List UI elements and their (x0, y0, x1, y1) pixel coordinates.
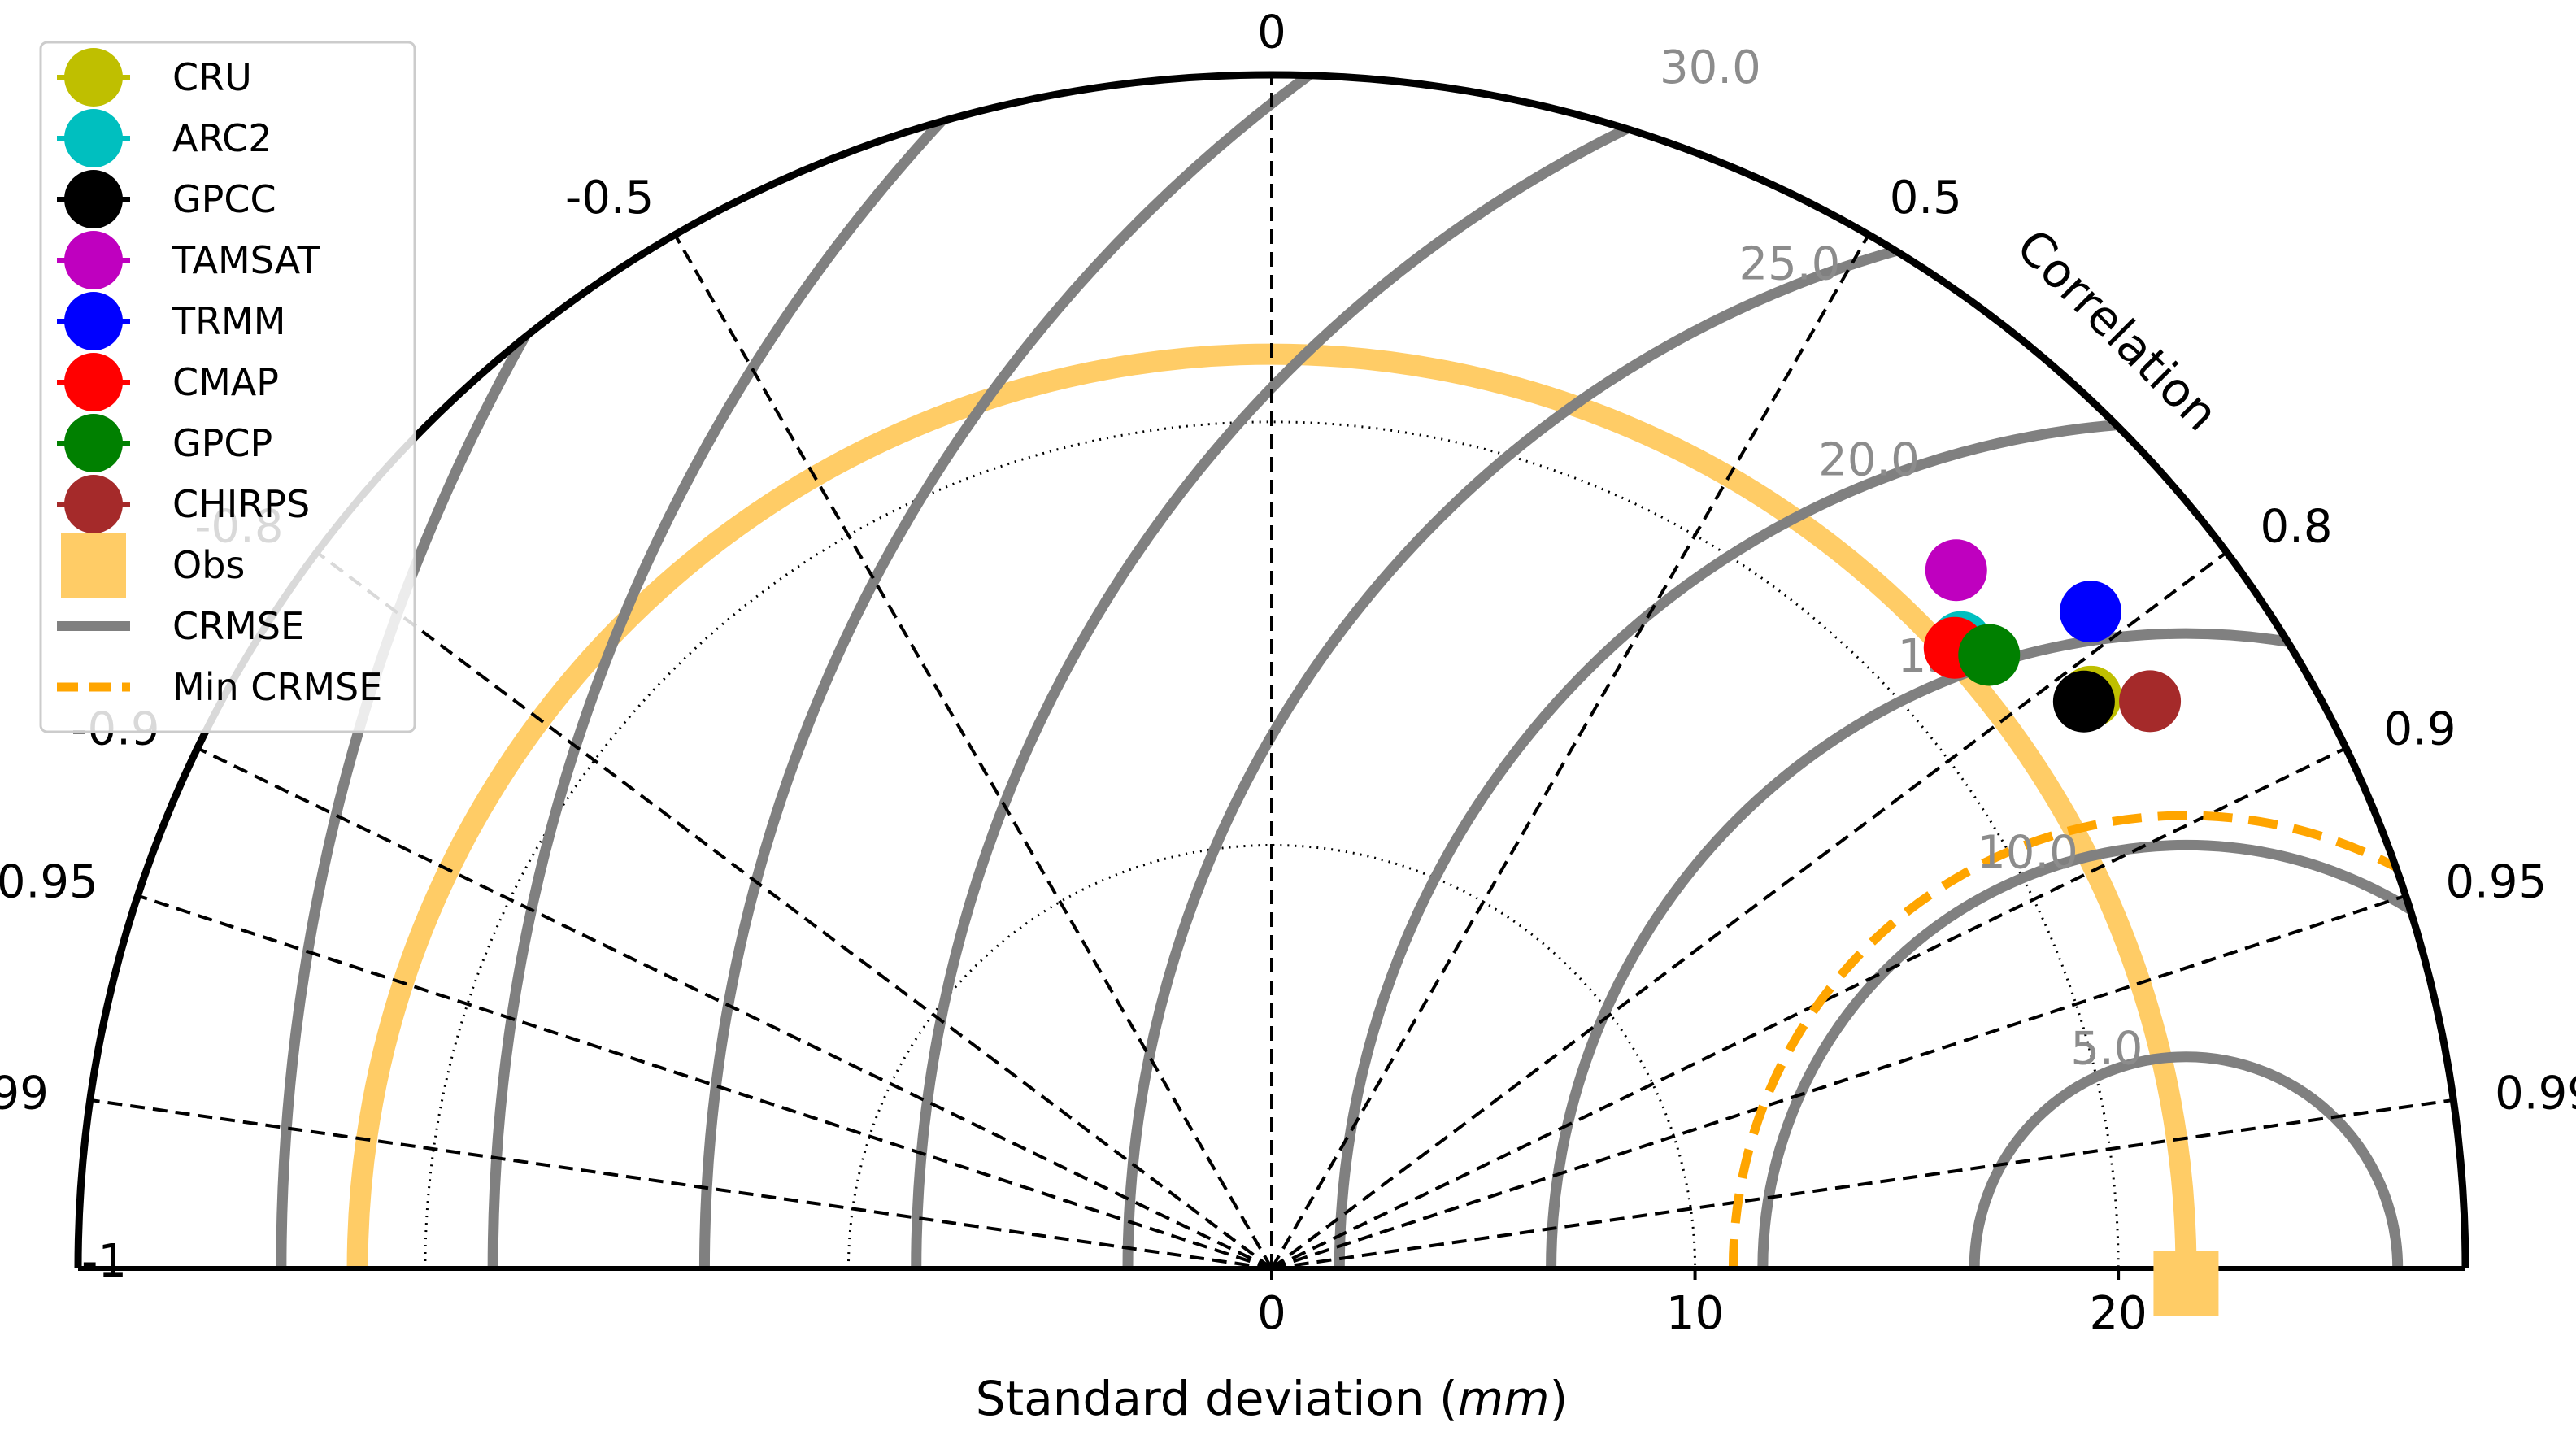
crmse-label: 30.0 (1660, 41, 1761, 94)
legend-marker (64, 109, 123, 167)
legend-marker (64, 353, 123, 411)
std-tick-label: 10 (1666, 1287, 1724, 1340)
crmse-label: 20.0 (1818, 434, 1920, 487)
correlation-axis-title: Correlation (2006, 219, 2229, 442)
corr-tick-label: 0.5 (1890, 172, 1962, 224)
corr-tick-label: 0 (1257, 7, 1286, 59)
std-tick-label: 0 (1257, 1287, 1286, 1340)
legend: CRU ARC2 GPCC TAMSAT TRMM CMAP GPCP CHIRPS Obs CR… (39, 41, 416, 733)
std-tick-label: 20 (2090, 1287, 2147, 1340)
std-tick-labels: 0 10 20 (1257, 1268, 2147, 1340)
legend-marker (64, 48, 123, 107)
corr-spoke--0.95 (137, 894, 1273, 1270)
legend-label: CHIRPS (172, 482, 310, 526)
corr-spoke-0.9 (1271, 746, 2348, 1270)
legend-label: CMAP (172, 360, 279, 404)
corr-spoke--0.99 (89, 1098, 1273, 1270)
corr-spoke-0.8 (1270, 550, 2228, 1270)
crmse-contour-35 (704, 0, 2576, 1268)
legend-label: GPCC (172, 177, 276, 221)
corr-tick-label: 0.9 (2383, 703, 2456, 756)
corr-spoke--0.5 (673, 233, 1273, 1270)
crmse-contour-15 (1546, 628, 2465, 1268)
obs-marker (2153, 1251, 2219, 1316)
legend-marker (64, 231, 123, 289)
legend-marker (61, 533, 126, 598)
legend-label: TAMSAT (172, 238, 321, 282)
legend-label: Obs (172, 543, 245, 587)
corr-spoke-0.95 (1271, 894, 2407, 1270)
crmse-label: 10.0 (1977, 826, 2078, 879)
legend-label: Min CRMSE (172, 665, 382, 709)
legend-marker (64, 414, 123, 472)
crmse-contour-30 (911, 75, 2465, 1268)
legend-label: CRMSE (172, 604, 304, 648)
point-trmm (2059, 581, 2121, 643)
legend-box (39, 41, 416, 733)
correlation-spokes (89, 75, 2454, 1270)
legend-label: ARC2 (172, 116, 272, 160)
legend-label: GPCP (172, 421, 272, 465)
corr-tick-label: -0.99 (0, 1068, 49, 1120)
legend-label: TRMM (172, 299, 285, 343)
data-points (1923, 539, 2219, 1316)
point-tamsat (1925, 539, 1987, 602)
corr-spoke-0.99 (1271, 1098, 2454, 1270)
corr-spoke--0.8 (315, 550, 1273, 1270)
corr-spoke--0.9 (196, 746, 1273, 1270)
corr-tick-label: -1 (81, 1235, 127, 1288)
corr-tick-label: 0.95 (2445, 856, 2547, 909)
corr-tick-label: -0.95 (0, 856, 98, 909)
legend-marker (64, 475, 123, 533)
point-gpcc (2052, 670, 2115, 733)
point-chirps (2119, 670, 2182, 733)
x-axis-title: Standard deviation (mm) (976, 1371, 1569, 1426)
legend-marker (64, 170, 123, 228)
corr-tick-label: -0.5 (565, 172, 654, 224)
crmse-label: 25.0 (1739, 237, 1841, 290)
corr-tick-label: 0.8 (2261, 500, 2333, 553)
crmse-contour-5 (1969, 1051, 2404, 1268)
legend-label: CRU (172, 55, 252, 99)
corr-tick-label: 0.99 (2495, 1068, 2576, 1120)
crmse-label: 5.0 (2070, 1023, 2143, 1076)
crmse-contour-25 (1128, 211, 2576, 1268)
corr-spoke-0.5 (1270, 233, 1870, 1270)
point-gpcp (1958, 624, 2021, 686)
legend-marker (64, 292, 123, 350)
